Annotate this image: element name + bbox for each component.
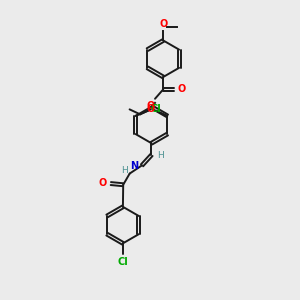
Text: O: O <box>159 19 167 29</box>
Text: O: O <box>147 100 155 110</box>
Text: O: O <box>146 104 154 114</box>
Text: Cl: Cl <box>118 256 128 267</box>
Text: N: N <box>130 161 138 171</box>
Text: H: H <box>157 151 164 160</box>
Text: O: O <box>178 84 186 94</box>
Text: Cl: Cl <box>150 104 161 114</box>
Text: O: O <box>99 178 107 188</box>
Text: H: H <box>121 166 128 175</box>
